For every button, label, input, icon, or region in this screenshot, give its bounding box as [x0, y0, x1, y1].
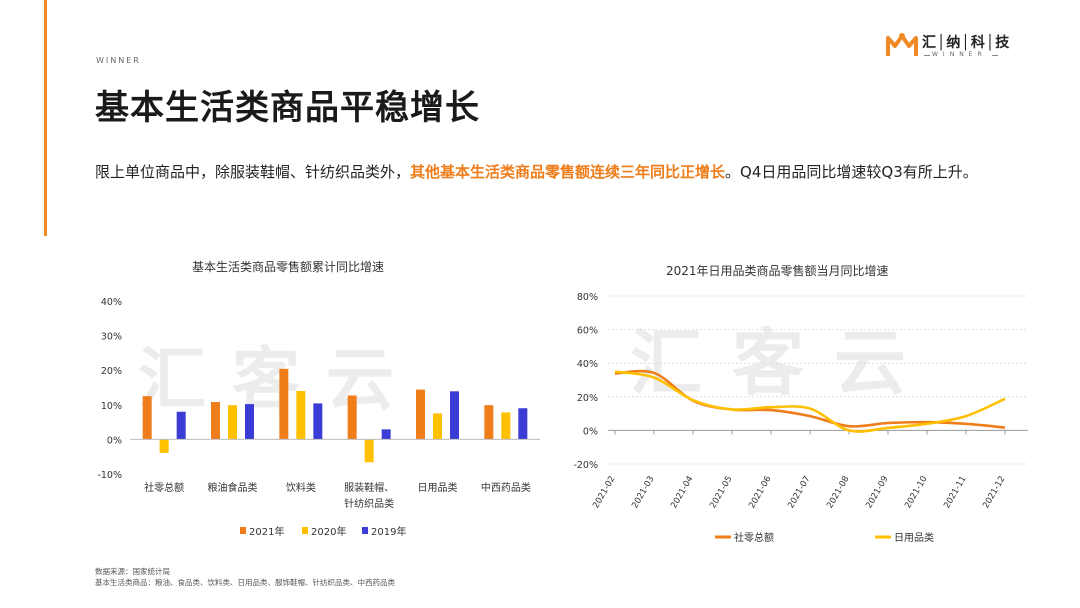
- chart2-title: 2021年日用品类商品零售额当月同比增速: [666, 264, 889, 278]
- desc-highlight: 其他基本生活类商品零售额连续三年同比正增长: [410, 163, 726, 181]
- x-tick-label: 2021-04: [669, 475, 695, 511]
- bar: [501, 412, 511, 440]
- x-tick-label: 2021-06: [747, 475, 773, 511]
- y-tick-label: 60%: [577, 326, 598, 337]
- y-tick-label: -20%: [573, 460, 598, 471]
- y-tick-label: 40%: [101, 297, 122, 308]
- bar: [228, 405, 237, 440]
- bar: [347, 395, 357, 440]
- x-tick-label: 2021-08: [825, 475, 851, 511]
- legend-swatch: [362, 527, 368, 534]
- legend-swatch: [240, 527, 246, 534]
- x-tick-label: 中西药品类: [481, 481, 531, 494]
- brand-small: WINNER: [96, 56, 141, 65]
- x-tick-label: 2021-02: [591, 475, 617, 511]
- chart1-title: 基本生活类商品零售额累计同比增速: [192, 260, 385, 274]
- line-chart: 汇客云 -20% 0% 20% 40% 60% 80% 2021-02 2021-03 2021-…: [573, 292, 1028, 544]
- bar: [518, 408, 528, 440]
- x-tick-label: 2021-12: [981, 475, 1007, 511]
- x-tick-label: 2021-09: [864, 475, 890, 511]
- x-tick-label: 2021-10: [903, 475, 929, 511]
- legend-label: 日用品类: [894, 531, 934, 544]
- y-tick-label: 40%: [577, 359, 598, 370]
- bar: [296, 390, 306, 440]
- desc-text: 限上单位商品中，除服装鞋帽、针纺织品类外，: [95, 163, 411, 181]
- y-tick-label: 0%: [107, 435, 122, 446]
- logo-divider: [992, 55, 998, 56]
- logo-divider: [924, 55, 930, 56]
- x-tick-label: 日用品类: [418, 481, 458, 494]
- bar: [484, 405, 494, 440]
- bar: [245, 404, 254, 440]
- x-tick-label: 2021-11: [942, 475, 968, 511]
- bar: [416, 389, 425, 440]
- y-tick-label: 80%: [577, 292, 598, 303]
- desc-text-end: 。Q4日用品同比增速较Q3有所上升。: [725, 163, 978, 181]
- bar-chart: 汇客云 -10% 0% 10% 20% 30% 40% 社零总额 粮油食品类 饮料类 服装鞋帽、针纺…: [97, 297, 540, 538]
- bar: [279, 368, 289, 440]
- watermark-text: 汇客云: [630, 321, 936, 405]
- x-tick-label: 服装鞋帽、: [344, 481, 394, 494]
- logo-subtext: WINNER: [932, 51, 987, 58]
- y-tick-label: 0%: [583, 426, 598, 437]
- logo: 汇│纳│科│技 WINNER: [886, 32, 1036, 62]
- x-tick-label: 粮油食品类: [208, 481, 258, 494]
- bar: [313, 403, 323, 440]
- bar: [211, 402, 220, 440]
- bar: [364, 439, 374, 463]
- x-tick-label: 2021-03: [630, 475, 656, 511]
- bar: [159, 439, 169, 453]
- bar: [142, 396, 152, 440]
- y-tick-label: 10%: [101, 401, 122, 412]
- description: 限上单位商品中，除服装鞋帽、针纺织品类外，其他基本生活类商品零售额连续三年同比正…: [95, 158, 1015, 186]
- bar: [176, 411, 186, 440]
- accent-bar: [44, 0, 47, 236]
- legend-label: 2021年: [249, 525, 284, 538]
- y-tick-label: 30%: [101, 332, 122, 343]
- legend-swatch: [302, 527, 308, 534]
- watermark-text: 汇客云: [138, 341, 420, 420]
- series-line: [614, 370, 1006, 433]
- logo-text: 汇│纳│科│技: [922, 35, 1011, 51]
- bar: [433, 413, 442, 440]
- x-tick-label: 针纺织品类: [344, 497, 394, 510]
- bar: [381, 429, 391, 440]
- legend-label: 社零总额: [734, 531, 774, 544]
- logo-mark-icon: [886, 33, 918, 56]
- legend-label: 2019年: [371, 525, 406, 538]
- y-tick-label: -10%: [97, 470, 122, 481]
- x-tick-label: 2021-07: [786, 475, 812, 511]
- page-title: 基本生活类商品平稳增长: [95, 88, 480, 128]
- y-tick-label: 20%: [577, 393, 598, 404]
- y-tick-label: 20%: [101, 366, 122, 377]
- x-tick-label: 2021-05: [708, 475, 734, 511]
- x-tick-label: 饮料类: [286, 481, 316, 494]
- legend-label: 2020年: [311, 525, 346, 538]
- x-tick-label: 社零总额: [144, 481, 184, 494]
- bar: [450, 391, 459, 440]
- source-categories: 基本生活类商品：粮油、食品类、饮料类、日用品类、服饰鞋帽、针纺织品类、中西药品类: [95, 578, 395, 587]
- source-line: 数据来源：国家统计局: [95, 567, 170, 576]
